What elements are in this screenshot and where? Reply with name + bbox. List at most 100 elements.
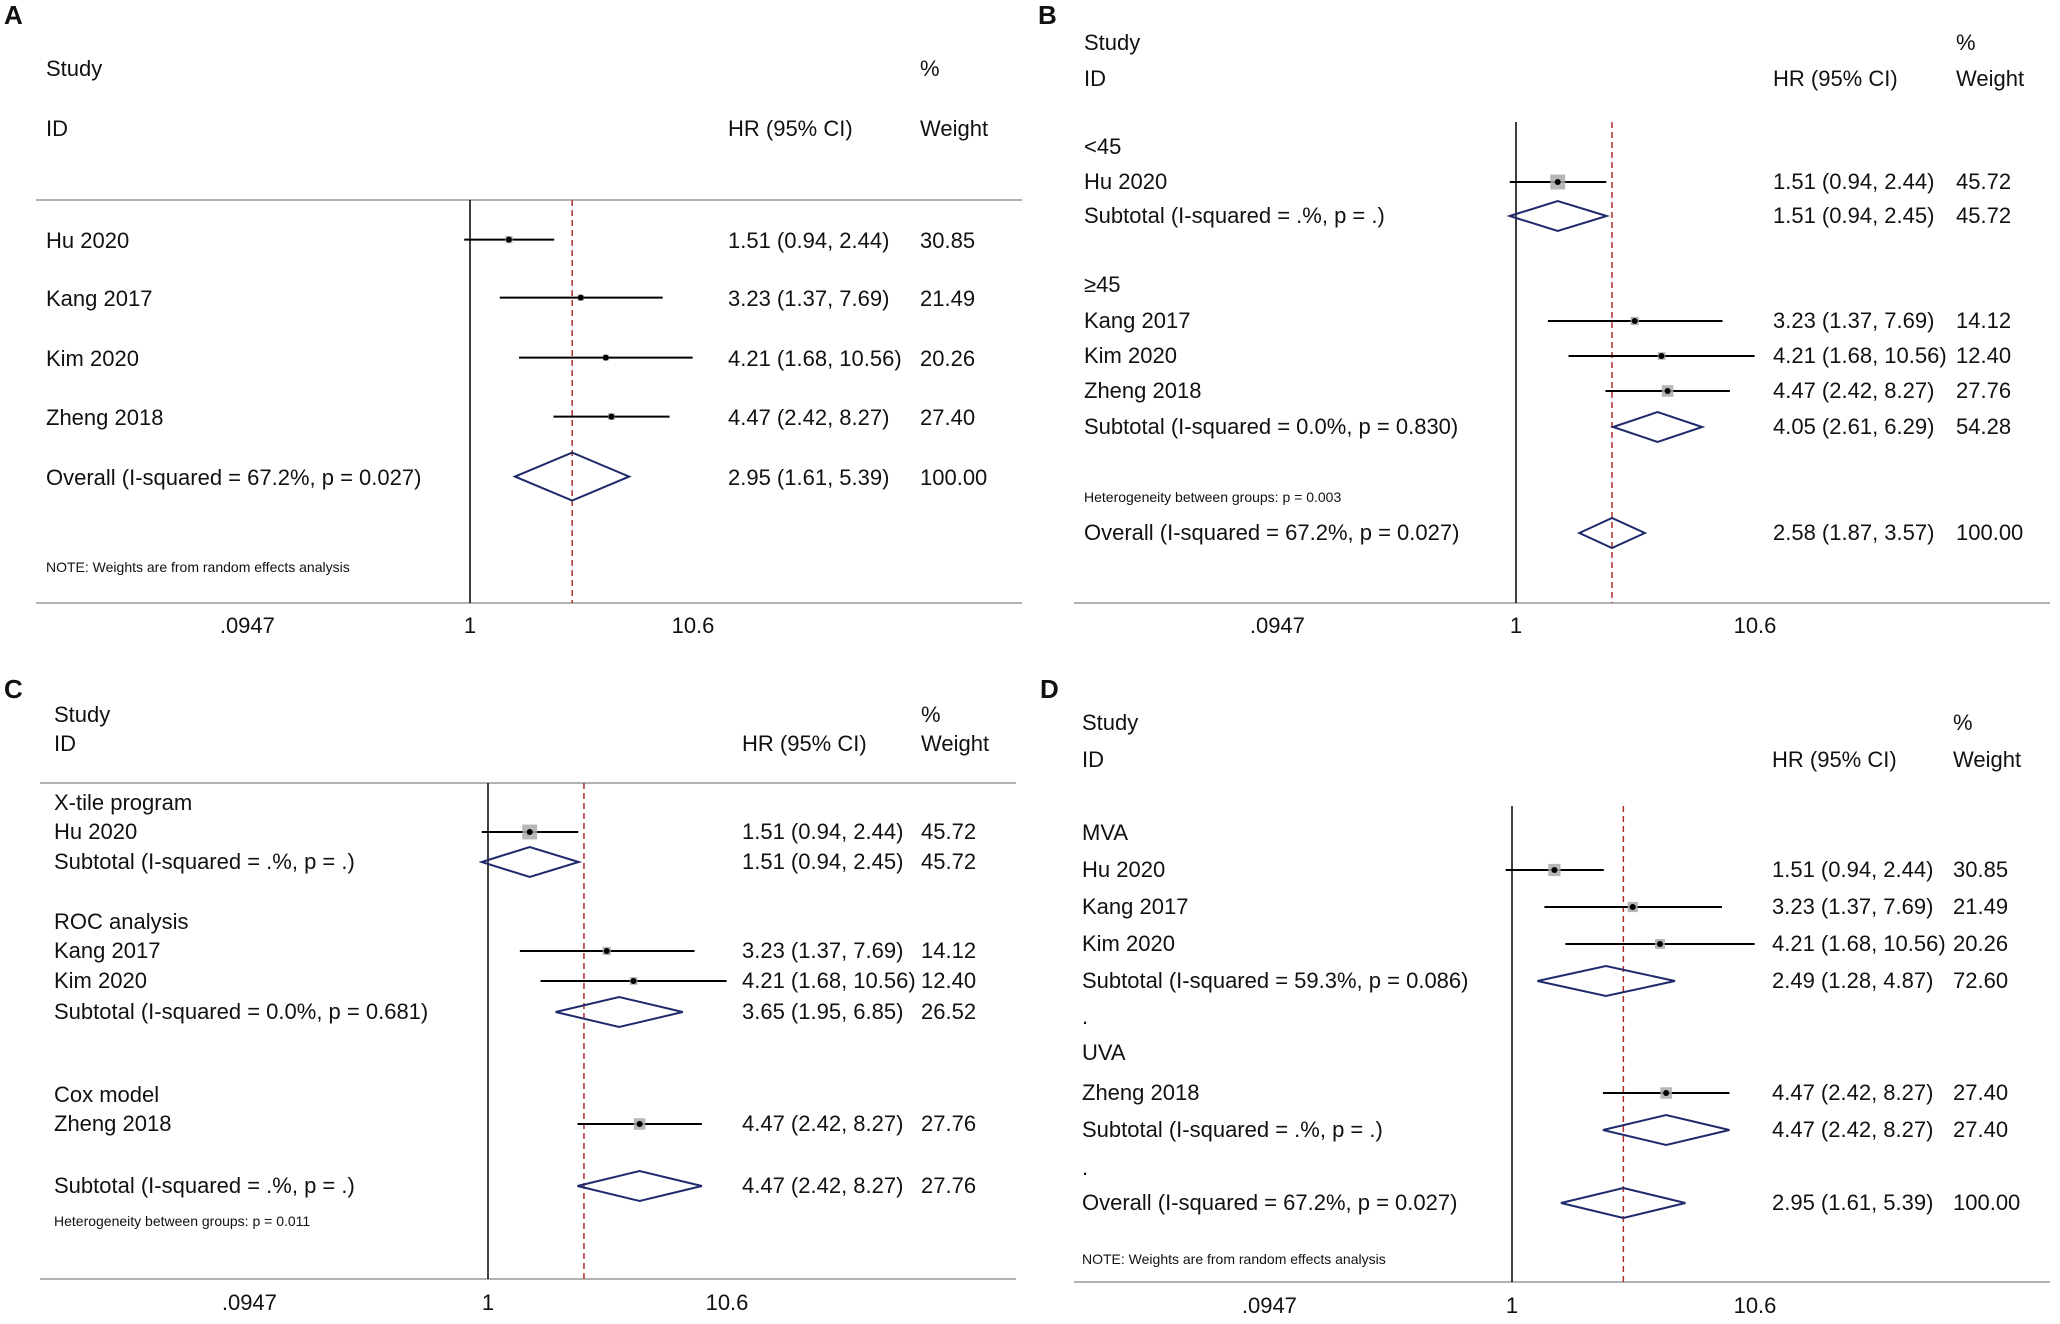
point-estimate [602,354,609,361]
subtotal-diamond [555,995,684,1029]
axis-tick-label: 10.6 [706,1290,749,1315]
forest-panel-a: A Study ID HR (95% CI)% Weight .0947 1 10.6 Hu 2… [4,0,1022,638]
hr-ci-value: 4.47 (2.42, 8.27) [728,405,889,430]
subtotal-label: Subtotal (I-squared = .%, p = .) [1082,1117,1383,1142]
point-estimate [1664,388,1671,394]
point-estimate [1631,318,1638,324]
hr-ci-value: 4.47 (2.42, 8.27) [742,1111,903,1136]
study-label: Zheng 2018 [46,405,163,430]
note-text: NOTE: Weights are from random effects an… [46,559,350,575]
header-pct: % [1956,30,1976,55]
point-estimate [1629,904,1636,910]
point-estimate [526,829,533,835]
axis-tick-label: .0947 [222,1290,277,1315]
point-estimate [630,978,637,984]
weight-value: 27.76 [921,1111,976,1136]
header-id: ID [1084,66,1106,91]
group-label: <45 [1084,134,1121,159]
weight-value: 100.00 [920,465,987,490]
panel-label: D [1040,674,1059,704]
point-estimate [1656,941,1663,947]
axis-tick-label: 1 [1506,1293,1518,1318]
subtotal-diamond [1506,199,1611,233]
header-study: Study [54,702,110,727]
weight-value: 27.40 [1953,1080,2008,1105]
subtotal-label: Subtotal (I-squared = 0.0%, p = 0.830) [1084,414,1458,439]
overall-diamond [512,451,632,502]
point-estimate [636,1121,643,1127]
weight-value: 45.72 [921,849,976,874]
weight-value: 45.72 [921,819,976,844]
point-estimate [577,294,584,301]
group-label: UVA [1082,1040,1126,1065]
study-label: Hu 2020 [1082,857,1165,882]
hr-ci-value: 3.23 (1.37, 7.69) [1772,894,1933,919]
hr-ci-value: 4.47 (2.42, 8.27) [1773,378,1934,403]
subtotal-diamond [478,845,583,879]
hr-ci-value: 3.65 (1.95, 6.85) [742,999,903,1024]
study-label: Hu 2020 [1084,169,1167,194]
subtotal-diamond [577,1169,703,1203]
header-id: ID [54,731,76,756]
study-label: Kim 2020 [46,346,139,371]
weight-value: 30.85 [920,228,975,253]
weight-value: 12.40 [921,968,976,993]
axis-tick-label: .0947 [220,613,275,638]
hr-ci-value: 4.05 (2.61, 6.29) [1773,414,1934,439]
weight-value: 20.26 [1953,931,2008,956]
hr-ci-value: 4.47 (2.42, 8.27) [742,1173,903,1198]
subtotal-diamond [1609,410,1706,444]
header-weight: Weight [921,731,989,756]
weight-value: 30.85 [1953,857,2008,882]
weight-value: 21.49 [1953,894,2008,919]
point-estimate [1551,867,1558,873]
note-text: Heterogeneity between groups: p = 0.011 [54,1213,310,1229]
hr-ci-value: 1.51 (0.94, 2.44) [728,228,889,253]
hr-ci-value: 4.21 (1.68, 10.56) [742,968,916,993]
hr-ci-value: 1.51 (0.94, 2.45) [1773,203,1934,228]
hr-ci-value: 2.58 (1.87, 3.57) [1773,520,1934,545]
header-pct: % [921,702,941,727]
hr-ci-value: 4.47 (2.42, 8.27) [1772,1117,1933,1142]
header-id: ID [1082,747,1104,772]
hr-ci-value: 1.51 (0.94, 2.45) [742,849,903,874]
weight-value: 14.12 [921,938,976,963]
overall-label: Overall (I-squared = 67.2%, p = 0.027) [1082,1190,1457,1215]
study-label: Zheng 2018 [54,1111,171,1136]
group-label: Cox model [54,1082,159,1107]
point-estimate [608,413,615,420]
study-label: Kang 2017 [46,286,152,311]
point-estimate [505,236,512,243]
overall-label: Overall (I-squared = 67.2%, p = 0.027) [1084,520,1459,545]
axis-tick-label: .0947 [1242,1293,1297,1318]
forest-panel-c: C Study ID HR (95% CI)% Weight .0947 1 10.6 X-ti… [4,674,1016,1315]
hr-ci-value: 1.51 (0.94, 2.44) [1772,857,1933,882]
point-estimate [1663,1090,1670,1096]
forest-panel-b: B Study ID HR (95% CI)% Weight .0947 1 10.6 <45 H… [1038,0,2050,638]
weight-value: 12.40 [1956,343,2011,368]
overall-diamond [1576,516,1648,550]
subtotal-label: Subtotal (I-squared = .%, p = .) [54,849,355,874]
header-pct: % [920,56,940,81]
hr-ci-value: 4.21 (1.68, 10.56) [1773,343,1947,368]
axis-tick-label: .0947 [1250,613,1305,638]
header-study: Study [1082,710,1138,735]
hr-ci-value: 3.23 (1.37, 7.69) [1773,308,1934,333]
hr-ci-value: 1.51 (0.94, 2.44) [742,819,903,844]
point-estimate [603,948,610,954]
subtotal-label: Subtotal (I-squared = 59.3%, p = 0.086) [1082,968,1468,993]
weight-value: 21.49 [920,286,975,311]
study-label: Zheng 2018 [1082,1080,1199,1105]
panel-label: B [1038,0,1057,30]
hr-ci-value: 4.21 (1.68, 10.56) [1772,931,1946,956]
hr-ci-value: 1.51 (0.94, 2.44) [1773,169,1934,194]
overall-label: Overall (I-squared = 67.2%, p = 0.027) [46,465,421,490]
weight-value: 20.26 [920,346,975,371]
hr-ci-value: 2.95 (1.61, 5.39) [728,465,889,490]
weight-value: 45.72 [1956,203,2011,228]
weight-value: 14.12 [1956,308,2011,333]
header-study: Study [1084,30,1140,55]
subtotal-diamond [1602,1113,1730,1147]
group-label: ≥45 [1084,272,1121,297]
